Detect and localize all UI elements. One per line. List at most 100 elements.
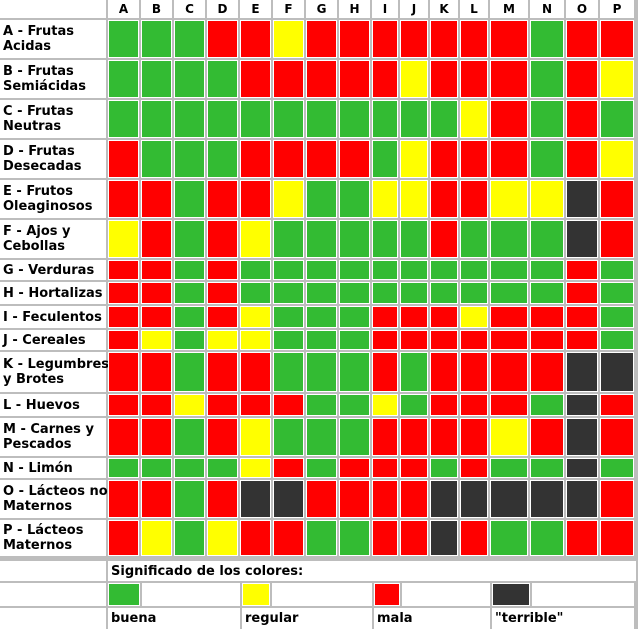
compat-cell — [207, 60, 238, 98]
compat-cell — [490, 330, 528, 350]
compat-cell — [460, 418, 488, 456]
compat-cell — [566, 418, 598, 456]
compat-cell — [400, 306, 428, 328]
column-header-f: F — [273, 0, 304, 18]
compat-cell — [430, 306, 458, 328]
compat-cell — [207, 100, 238, 138]
compat-cell — [339, 330, 370, 350]
compat-cell — [372, 20, 398, 58]
compat-cell — [273, 282, 304, 304]
compat-cell — [530, 394, 564, 416]
compat-cell — [174, 352, 205, 392]
compat-cell — [530, 140, 564, 178]
legend-label: mala — [374, 608, 490, 629]
compat-cell — [372, 418, 398, 456]
compat-cell — [174, 60, 205, 98]
compat-cell — [566, 100, 598, 138]
compat-cell — [306, 418, 337, 456]
row-label: E - Frutos Oleaginosos — [0, 180, 106, 218]
compat-cell — [530, 180, 564, 218]
compat-cell — [141, 20, 172, 58]
compat-cell — [490, 100, 528, 138]
column-header-b: B — [141, 0, 172, 18]
compat-cell — [273, 140, 304, 178]
compat-cell — [530, 520, 564, 556]
compat-cell — [108, 140, 139, 178]
compat-cell — [273, 180, 304, 218]
compat-cell — [460, 394, 488, 416]
compat-cell — [430, 480, 458, 518]
column-header-i: I — [372, 0, 398, 18]
row-label: H - Hortalizas — [0, 282, 106, 304]
compat-cell — [108, 60, 139, 98]
compat-cell — [566, 60, 598, 98]
compat-cell — [108, 20, 139, 58]
compat-cell — [240, 458, 271, 478]
compat-cell — [108, 520, 139, 556]
compat-cell — [141, 480, 172, 518]
compat-cell — [240, 520, 271, 556]
compat-cell — [490, 220, 528, 258]
compat-cell — [207, 306, 238, 328]
compat-cell — [600, 220, 634, 258]
compat-cell — [600, 330, 634, 350]
compat-cell — [566, 140, 598, 178]
compat-cell — [339, 352, 370, 392]
compat-cell — [566, 180, 598, 218]
compat-cell — [273, 480, 304, 518]
compat-cell — [372, 180, 398, 218]
compat-cell — [430, 60, 458, 98]
compat-cell — [530, 330, 564, 350]
compat-cell — [207, 282, 238, 304]
compat-cell — [372, 282, 398, 304]
compat-cell — [240, 306, 271, 328]
column-header-e: E — [240, 0, 271, 18]
legend-swatch-spacer — [532, 583, 634, 606]
compat-cell — [430, 520, 458, 556]
compat-cell — [566, 306, 598, 328]
compat-cell — [141, 394, 172, 416]
column-header-o: O — [566, 0, 598, 18]
compat-cell — [174, 140, 205, 178]
compat-cell — [141, 330, 172, 350]
row-label: F - Ajos y Cebollas — [0, 220, 106, 258]
compat-cell — [490, 458, 528, 478]
compat-cell — [530, 418, 564, 456]
legend-label: buena — [108, 608, 240, 629]
compat-cell — [339, 60, 370, 98]
compat-cell — [174, 180, 205, 218]
legend-swatch-terrible — [492, 583, 530, 606]
compat-cell — [372, 140, 398, 178]
compat-cell — [339, 140, 370, 178]
compat-cell — [490, 306, 528, 328]
compat-cell — [339, 418, 370, 456]
compat-cell — [273, 330, 304, 350]
compat-cell — [306, 330, 337, 350]
compat-cell — [430, 100, 458, 138]
compat-cell — [174, 282, 205, 304]
compat-cell — [460, 480, 488, 518]
compat-cell — [530, 260, 564, 280]
compat-cell — [460, 220, 488, 258]
compat-cell — [460, 352, 488, 392]
row-label: D - Frutas Desecadas — [0, 140, 106, 178]
compat-cell — [530, 352, 564, 392]
compat-cell — [273, 394, 304, 416]
compat-cell — [400, 260, 428, 280]
compat-cell — [490, 352, 528, 392]
legend-swatch-buena — [108, 583, 140, 606]
compat-cell — [530, 100, 564, 138]
compat-cell — [566, 330, 598, 350]
compat-cell — [566, 220, 598, 258]
compat-cell — [430, 140, 458, 178]
compat-cell — [240, 394, 271, 416]
compat-cell — [600, 418, 634, 456]
legend-swatch-regular — [242, 583, 270, 606]
compat-cell — [108, 220, 139, 258]
compat-cell — [600, 100, 634, 138]
compat-cell — [400, 352, 428, 392]
compat-cell — [141, 60, 172, 98]
compat-cell — [141, 352, 172, 392]
compat-cell — [141, 180, 172, 218]
